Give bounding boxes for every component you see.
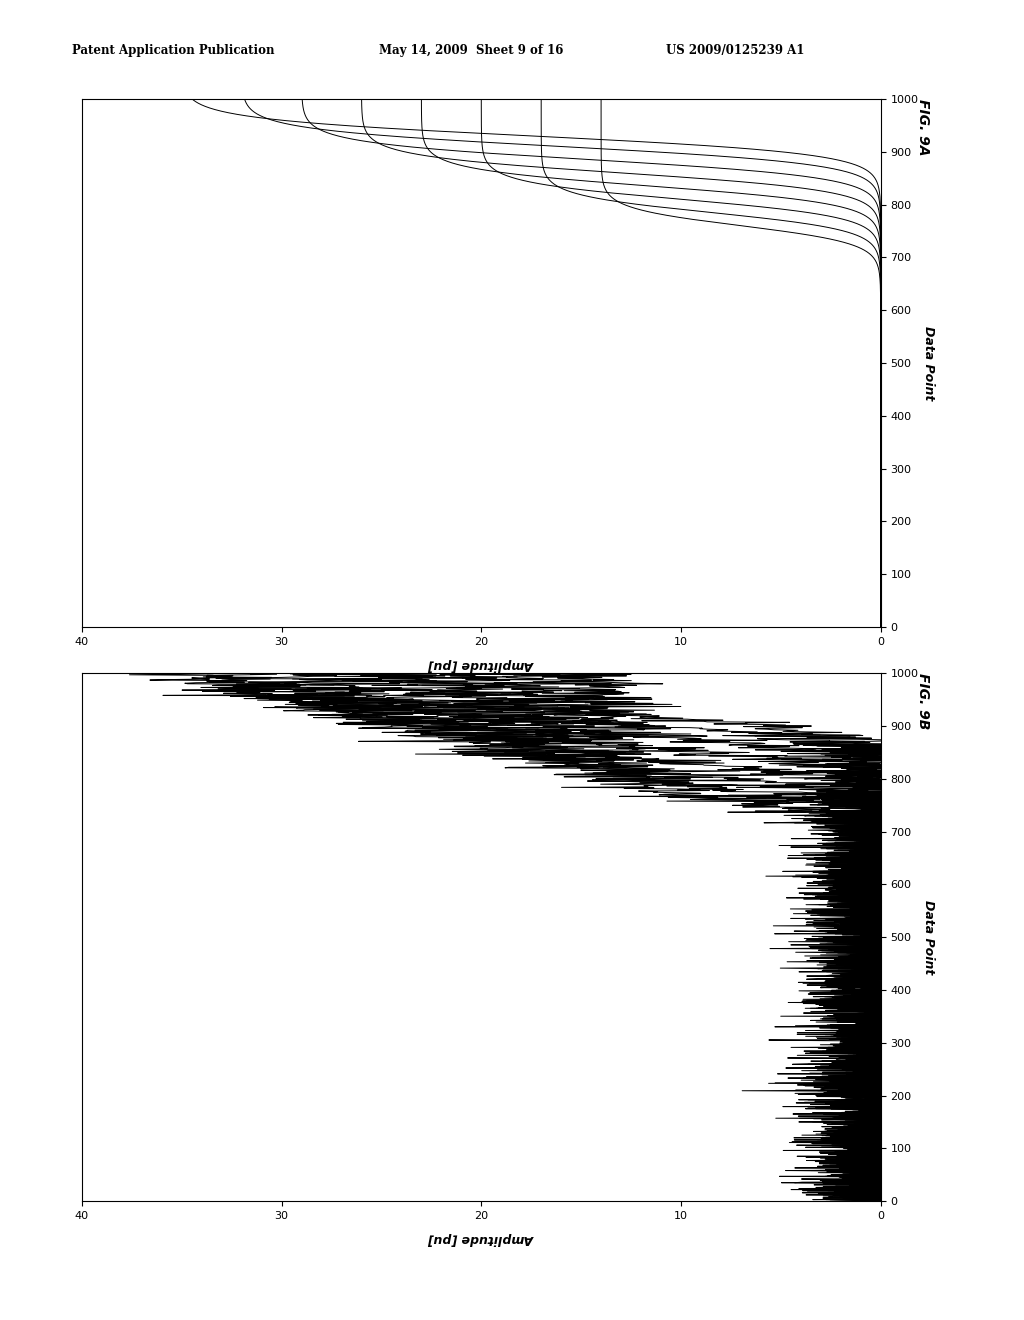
Y-axis label: Data Point: Data Point [922,326,935,400]
X-axis label: Amplitude [pu]: Amplitude [pu] [428,1232,535,1245]
Text: US 2009/0125239 A1: US 2009/0125239 A1 [666,44,804,57]
Text: FIG. 9B: FIG. 9B [916,673,931,730]
Y-axis label: Data Point: Data Point [922,900,935,974]
Text: Patent Application Publication: Patent Application Publication [72,44,274,57]
Text: FIG. 9A: FIG. 9A [916,99,931,156]
X-axis label: Amplitude [pu]: Amplitude [pu] [428,657,535,671]
Text: May 14, 2009  Sheet 9 of 16: May 14, 2009 Sheet 9 of 16 [379,44,563,57]
